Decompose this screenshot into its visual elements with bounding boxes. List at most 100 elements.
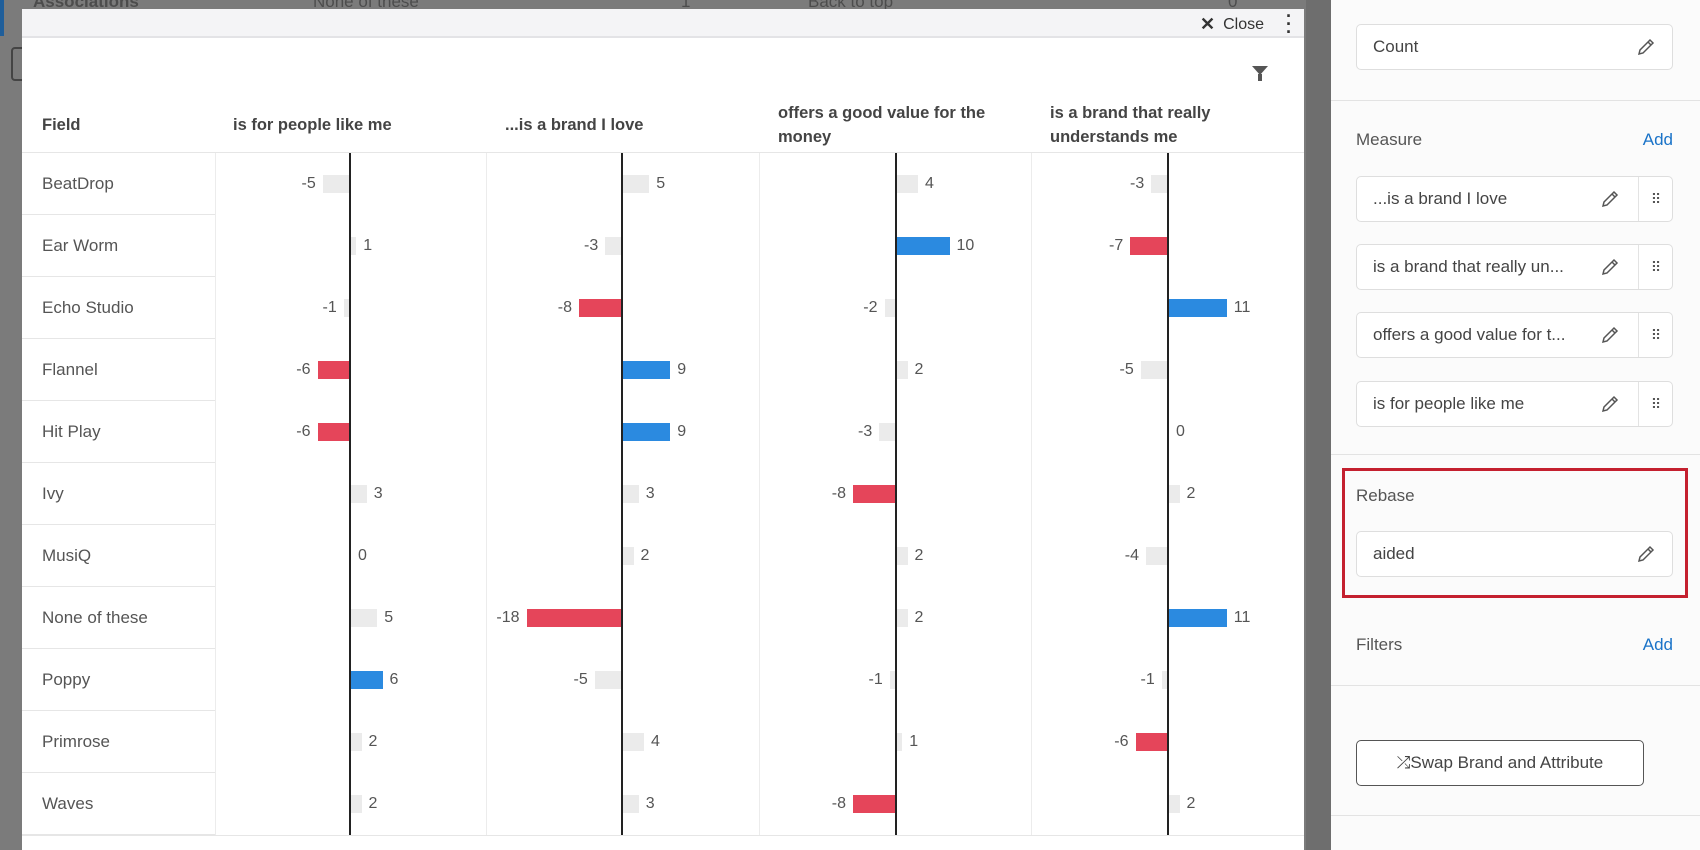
bar[interactable] xyxy=(526,609,621,627)
pencil-icon[interactable] xyxy=(1636,544,1656,564)
bar[interactable] xyxy=(879,423,895,441)
bar[interactable] xyxy=(897,609,908,627)
table-row: None of these 5 -18 2 11 xyxy=(22,587,1304,649)
measure-item[interactable]: ...is a brand I love ⠿ xyxy=(1356,176,1673,222)
bar[interactable] xyxy=(623,423,671,441)
bar[interactable] xyxy=(351,237,357,255)
value-label: 9 xyxy=(677,423,687,440)
value-label: -1 xyxy=(322,299,337,316)
close-label: Close xyxy=(1223,15,1264,33)
pencil-icon[interactable] xyxy=(1636,37,1656,57)
bar[interactable] xyxy=(884,299,895,317)
bar[interactable] xyxy=(343,299,349,317)
bar[interactable] xyxy=(317,423,349,441)
value-label: 2 xyxy=(914,361,924,378)
value-label: 2 xyxy=(914,547,924,564)
bar[interactable] xyxy=(605,237,621,255)
bar[interactable] xyxy=(351,609,378,627)
pencil-icon[interactable] xyxy=(1600,257,1620,277)
measure-item[interactable]: offers a good value for t... ⠿ xyxy=(1356,312,1673,358)
measure-item[interactable]: is a brand that really un... ⠿ xyxy=(1356,244,1673,290)
value-label: 2 xyxy=(1186,795,1196,812)
close-button[interactable]: ✕ Close xyxy=(1200,14,1264,35)
bar[interactable] xyxy=(897,237,950,255)
bar[interactable] xyxy=(351,733,362,751)
value-label: -1 xyxy=(868,671,883,688)
value-label: -3 xyxy=(858,423,873,440)
field-cell: MusiQ xyxy=(22,525,215,587)
value-label: 10 xyxy=(956,237,975,254)
value-label: -5 xyxy=(573,671,588,688)
bar[interactable] xyxy=(1135,733,1167,751)
bar[interactable] xyxy=(623,547,634,565)
filters-add-button[interactable]: Add xyxy=(1642,635,1673,654)
value-label: -1 xyxy=(1140,671,1155,688)
swap-brand-attribute-button[interactable]: ⤮Swap Brand and Attribute xyxy=(1356,740,1644,786)
background-accent xyxy=(0,0,4,36)
filters-label: Filters xyxy=(1356,635,1403,654)
pencil-icon[interactable] xyxy=(1600,325,1620,345)
pencil-icon[interactable] xyxy=(1600,394,1620,414)
measure-label: is a brand that really un... xyxy=(1373,257,1564,276)
measure-item[interactable]: is for people like me ⠿ xyxy=(1356,381,1673,427)
bar[interactable] xyxy=(1169,609,1227,627)
bar[interactable] xyxy=(1130,237,1167,255)
bar[interactable] xyxy=(1169,795,1180,813)
measure-add-button[interactable]: Add xyxy=(1642,130,1673,149)
divider xyxy=(1331,685,1700,686)
bar[interactable] xyxy=(317,361,349,379)
bar[interactable] xyxy=(579,299,621,317)
bar[interactable] xyxy=(889,671,895,689)
bar[interactable] xyxy=(594,671,621,689)
value-label: 4 xyxy=(651,733,660,750)
drag-handle-icon[interactable]: ⠿ xyxy=(1638,177,1672,221)
bar[interactable] xyxy=(1169,485,1180,503)
count-field[interactable]: Count xyxy=(1356,24,1673,70)
drag-handle-icon[interactable]: ⠿ xyxy=(1638,245,1672,289)
bar[interactable] xyxy=(623,733,644,751)
bar[interactable] xyxy=(623,361,671,379)
field-cell: Echo Studio xyxy=(22,277,215,339)
bar[interactable] xyxy=(351,485,367,503)
pencil-icon[interactable] xyxy=(1600,189,1620,209)
bar[interactable] xyxy=(351,671,383,689)
bar[interactable] xyxy=(1140,361,1167,379)
bar[interactable] xyxy=(897,175,918,193)
zero-axis-line xyxy=(1167,153,1169,835)
value-label: -8 xyxy=(831,795,846,812)
column-divider xyxy=(215,153,216,835)
bar[interactable] xyxy=(897,733,903,751)
count-label: Count xyxy=(1373,37,1419,56)
zero-axis-line xyxy=(349,153,351,835)
shuffle-icon: ⤮ xyxy=(1396,753,1411,772)
table-row: MusiQ 0 2 2 -4 xyxy=(22,525,1304,587)
bar[interactable] xyxy=(897,547,908,565)
bar[interactable] xyxy=(897,361,908,379)
bar[interactable] xyxy=(351,795,362,813)
drag-handle-icon[interactable]: ⠿ xyxy=(1638,382,1672,426)
rebase-value: aided xyxy=(1373,544,1415,563)
table-row: BeatDrop -5 5 4 -3 xyxy=(22,153,1304,215)
bar[interactable] xyxy=(1169,299,1227,317)
rebase-label: Rebase xyxy=(1356,486,1415,505)
filter-icon[interactable] xyxy=(1252,66,1268,81)
bar[interactable] xyxy=(853,485,895,503)
drag-handle-icon[interactable]: ⠿ xyxy=(1638,313,1672,357)
rebase-field[interactable]: aided xyxy=(1356,531,1673,577)
bar[interactable] xyxy=(853,795,895,813)
field-cell: Ear Worm xyxy=(22,215,215,277)
bar[interactable] xyxy=(322,175,349,193)
bar[interactable] xyxy=(623,795,639,813)
column-header: is for people like me xyxy=(233,116,392,134)
bar[interactable] xyxy=(1146,547,1167,565)
field-cell: Flannel xyxy=(22,339,215,401)
bar[interactable] xyxy=(1161,671,1167,689)
bar[interactable] xyxy=(623,485,639,503)
zero-axis-line xyxy=(895,153,897,835)
swap-label: Swap Brand and Attribute xyxy=(1410,753,1604,772)
value-label: 9 xyxy=(677,361,687,378)
bar[interactable] xyxy=(623,175,650,193)
more-options-icon[interactable]: · · · xyxy=(1286,6,1292,42)
value-label: -5 xyxy=(1119,361,1134,378)
bar[interactable] xyxy=(1151,175,1167,193)
